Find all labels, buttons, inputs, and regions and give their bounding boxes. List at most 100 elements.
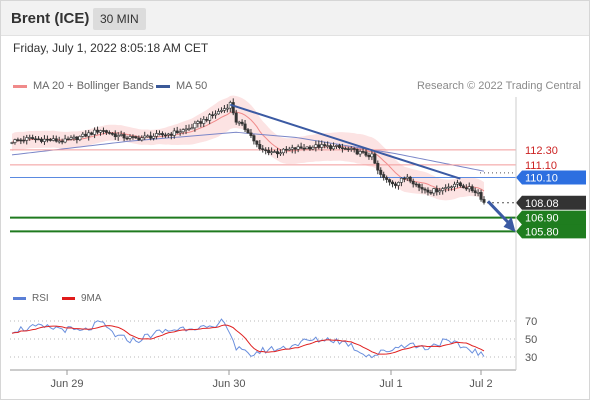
candle-body	[137, 137, 141, 141]
candle	[299, 142, 303, 150]
candle	[314, 140, 318, 152]
candle	[455, 179, 459, 188]
candle-body	[361, 151, 365, 153]
candle	[149, 131, 153, 141]
candle	[13, 138, 17, 145]
level-badge-text-108-08: 108.08	[525, 198, 559, 210]
candle-body	[305, 146, 309, 149]
candle	[367, 152, 371, 160]
rsi-line	[11, 318, 485, 359]
candle-body	[172, 130, 176, 136]
candle	[284, 146, 288, 154]
rsi-ma-line	[11, 324, 485, 355]
candle-body	[222, 108, 226, 111]
candle-body	[278, 152, 282, 155]
candle	[134, 135, 138, 139]
candle-body	[16, 139, 20, 141]
candle	[273, 149, 277, 153]
candle	[358, 149, 362, 157]
candle-body	[405, 176, 409, 179]
candle-body	[376, 162, 380, 171]
candle	[334, 144, 338, 149]
candle	[414, 181, 418, 188]
candle-body	[349, 148, 353, 150]
candle-body	[234, 112, 238, 123]
candle-body	[205, 119, 209, 121]
candle	[93, 127, 97, 139]
candle	[444, 184, 448, 193]
candle-body	[128, 136, 132, 139]
candle-body	[391, 181, 395, 185]
candle-body	[152, 136, 156, 139]
rsi-tick-30: 30	[525, 352, 537, 364]
candle-body	[447, 186, 451, 189]
ma20-swatch	[13, 84, 27, 88]
candle-body	[72, 136, 76, 139]
candle-body	[417, 184, 421, 188]
candle	[42, 135, 46, 145]
candle-body	[240, 121, 244, 125]
candle	[352, 147, 356, 153]
candle	[323, 141, 327, 149]
candle	[51, 135, 55, 142]
candle-body	[470, 186, 474, 192]
candle	[208, 113, 212, 125]
candle	[131, 134, 135, 140]
candle-body	[96, 129, 100, 133]
candle-body	[22, 139, 26, 142]
candle-body	[444, 187, 448, 189]
candle-body	[426, 189, 430, 193]
candle-body	[296, 146, 300, 150]
candle	[450, 185, 454, 191]
candle	[217, 108, 221, 115]
candle-body	[473, 190, 477, 193]
candle-body	[423, 188, 427, 191]
candle	[467, 182, 471, 193]
candle-body	[225, 107, 229, 110]
rsi-tick-70: 70	[525, 316, 537, 328]
timeframe-badge[interactable]: 30 MIN	[93, 8, 146, 30]
candle-body	[122, 134, 126, 139]
candle-body	[90, 132, 94, 135]
candle-body	[479, 192, 483, 200]
candle-body	[140, 137, 144, 141]
candle-body	[57, 140, 61, 143]
candle-body	[299, 146, 303, 149]
candle	[373, 152, 377, 164]
candle-body	[290, 147, 294, 150]
level-label-111-10: 111.10	[525, 160, 557, 172]
candle	[308, 145, 312, 151]
candle	[16, 137, 20, 142]
candle	[160, 131, 164, 138]
instrument-title: Brent (ICE)	[11, 10, 90, 27]
candle-body	[10, 142, 14, 144]
candle	[178, 128, 182, 136]
candle-body	[461, 185, 465, 189]
candle	[461, 183, 465, 189]
level-badge-105-80	[516, 224, 586, 239]
candle-body	[51, 138, 55, 141]
candle	[329, 143, 333, 151]
candle-body	[113, 133, 117, 138]
candle-body	[355, 149, 359, 155]
candle-body	[281, 148, 285, 154]
candle	[39, 137, 43, 144]
rsi-tick-50: 50	[525, 334, 537, 346]
candle	[252, 134, 256, 145]
candle-body	[441, 188, 445, 191]
candle-body	[302, 147, 306, 150]
candle-body	[75, 136, 79, 141]
candle-body	[54, 138, 58, 142]
candle-body	[175, 130, 179, 134]
legend-ma20: MA 20 + Bollinger Bands	[13, 80, 154, 92]
candle	[423, 187, 427, 194]
timestamp-label: Friday, July 1, 2022 8:05:18 AM CET	[13, 41, 209, 55]
candle	[243, 120, 247, 133]
candle-body	[476, 192, 480, 194]
candle-body	[42, 138, 46, 142]
candle	[346, 146, 350, 152]
candle	[234, 109, 238, 125]
candle-body	[169, 133, 173, 136]
candle	[343, 146, 347, 150]
candle	[31, 134, 35, 140]
